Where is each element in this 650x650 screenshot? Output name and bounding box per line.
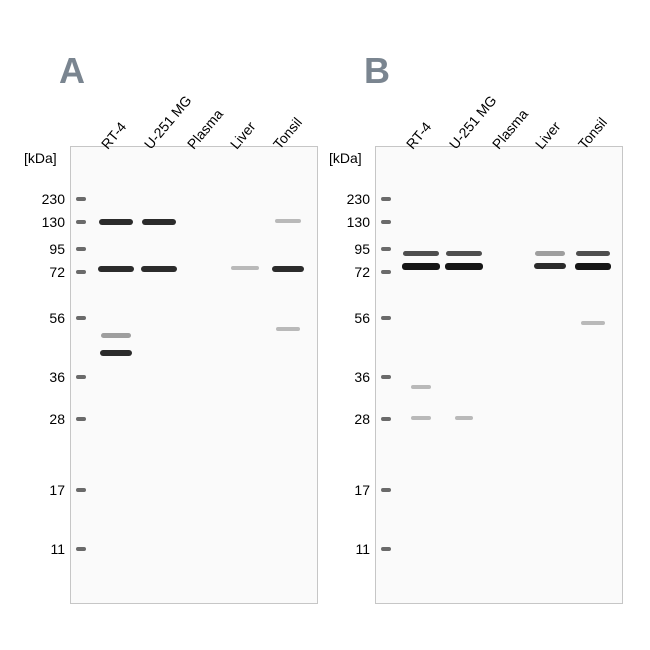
marker-label: 11 xyxy=(33,541,65,557)
band xyxy=(99,219,133,225)
ladder-band xyxy=(76,220,86,224)
band xyxy=(272,266,304,272)
band xyxy=(534,263,566,269)
band xyxy=(98,266,134,272)
units-label: [kDa] xyxy=(329,150,362,166)
band xyxy=(446,251,482,256)
blot-area xyxy=(375,146,623,604)
ladder-band xyxy=(381,375,391,379)
marker-label: 56 xyxy=(338,310,370,326)
band xyxy=(403,251,439,256)
band xyxy=(445,263,483,270)
band xyxy=(275,219,301,223)
ladder-band xyxy=(381,247,391,251)
ladder-band xyxy=(76,247,86,251)
band xyxy=(581,321,605,325)
marker-label: 230 xyxy=(33,191,65,207)
band xyxy=(276,327,300,331)
ladder-band xyxy=(381,270,391,274)
ladder-band xyxy=(381,220,391,224)
band xyxy=(142,219,176,225)
marker-label: 17 xyxy=(338,482,370,498)
units-label: [kDa] xyxy=(24,150,57,166)
band xyxy=(411,416,431,420)
band xyxy=(535,251,565,256)
marker-label: 56 xyxy=(33,310,65,326)
panel-a: A[kDa]23013095725636281711RT-4U-251 MGPl… xyxy=(24,40,321,610)
ladder-band xyxy=(76,316,86,320)
band xyxy=(455,416,473,420)
marker-label: 72 xyxy=(33,264,65,280)
ladder-band xyxy=(381,417,391,421)
band xyxy=(101,333,131,338)
band xyxy=(100,350,132,356)
ladder-band xyxy=(381,547,391,551)
marker-label: 36 xyxy=(33,369,65,385)
ladder-band xyxy=(381,197,391,201)
band xyxy=(231,266,259,270)
panel-label-a: A xyxy=(59,50,85,92)
band xyxy=(402,263,440,270)
ladder-band xyxy=(76,197,86,201)
ladder-band xyxy=(76,375,86,379)
marker-label: 230 xyxy=(338,191,370,207)
marker-label: 36 xyxy=(338,369,370,385)
ladder-band xyxy=(381,316,391,320)
ladder-band xyxy=(381,488,391,492)
marker-label: 130 xyxy=(33,214,65,230)
figure-container: A[kDa]23013095725636281711RT-4U-251 MGPl… xyxy=(24,40,626,610)
ladder-band xyxy=(76,417,86,421)
panel-label-b: B xyxy=(364,50,390,92)
ladder-band xyxy=(76,488,86,492)
marker-label: 28 xyxy=(33,411,65,427)
panel-b: B[kDa]23013095725636281711RT-4U-251 MGPl… xyxy=(329,40,626,610)
marker-label: 95 xyxy=(33,241,65,257)
marker-label: 28 xyxy=(338,411,370,427)
marker-label: 11 xyxy=(338,541,370,557)
band xyxy=(141,266,177,272)
marker-label: 130 xyxy=(338,214,370,230)
band xyxy=(576,251,610,256)
marker-label: 17 xyxy=(33,482,65,498)
ladder-band xyxy=(76,270,86,274)
ladder-band xyxy=(76,547,86,551)
band xyxy=(411,385,431,389)
band xyxy=(575,263,611,270)
marker-label: 72 xyxy=(338,264,370,280)
marker-label: 95 xyxy=(338,241,370,257)
blot-area xyxy=(70,146,318,604)
